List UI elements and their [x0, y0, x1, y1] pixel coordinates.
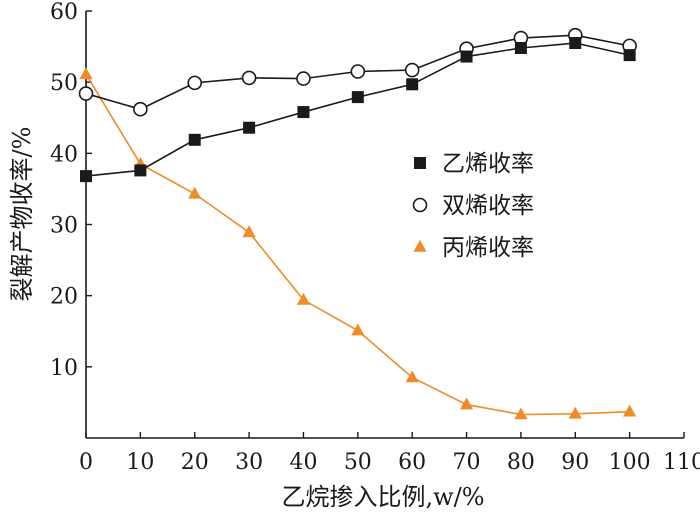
- data-point: [623, 404, 637, 417]
- data-point: [78, 86, 94, 101]
- data-point: [514, 407, 528, 420]
- data-point: [569, 37, 582, 50]
- data-point: [187, 75, 203, 91]
- data-point: [296, 71, 311, 86]
- ticks: 0 10 20 30 40 50 60 70 80 90 100 110 10 20 30 40 50 60: [50, 0, 700, 475]
- data-point: [406, 78, 419, 91]
- x-tick-label: 0: [79, 450, 93, 475]
- series-line: [85, 73, 630, 416]
- data-point: [404, 62, 420, 78]
- legend-label: 双烯收率: [442, 193, 534, 219]
- data-point: [351, 323, 365, 336]
- y-tick-label: 20: [50, 285, 78, 310]
- data-point: [623, 49, 636, 62]
- legend-marker: [414, 157, 426, 169]
- data-point: [134, 164, 147, 177]
- data-point: [241, 70, 257, 86]
- x-tick-label: 40: [289, 450, 317, 475]
- legend-label: 丙烯收率: [442, 235, 534, 261]
- x-tick-label: 20: [181, 450, 209, 475]
- x-tick-label: 10: [126, 450, 154, 475]
- data-point: [80, 170, 92, 183]
- data-point: [405, 370, 419, 383]
- data-point: [79, 67, 93, 80]
- data-point: [350, 64, 366, 79]
- y-tick-label: 10: [50, 356, 78, 381]
- x-axis-title: 乙烷掺入比例,w/%: [281, 483, 484, 511]
- data-point: [188, 133, 201, 146]
- series-0: [80, 37, 636, 183]
- series-2: [79, 67, 637, 420]
- y-tick-label: 30: [50, 214, 78, 239]
- y-tick-label: 60: [50, 0, 78, 25]
- series-layer: [78, 27, 637, 420]
- x-tick-label: 70: [453, 450, 481, 475]
- series-line: [85, 42, 630, 177]
- x-tick-label: 110: [663, 450, 700, 475]
- data-point: [188, 186, 202, 199]
- series-1: [78, 27, 637, 117]
- data-point: [460, 50, 473, 63]
- data-point: [296, 292, 311, 305]
- data-point: [242, 225, 256, 238]
- data-point: [297, 106, 310, 119]
- x-tick-label: 90: [561, 450, 589, 475]
- data-point: [568, 406, 582, 419]
- legend-marker: [413, 239, 427, 252]
- data-point: [133, 101, 148, 117]
- x-tick-label: 100: [609, 450, 651, 475]
- data-point: [514, 42, 527, 55]
- x-tick-label: 80: [507, 450, 535, 475]
- y-axis-title: 裂解产物收率/%: [8, 127, 36, 302]
- y-tick-label: 50: [50, 71, 78, 96]
- x-tick-label: 30: [235, 450, 263, 475]
- x-tick-label: 50: [344, 450, 372, 475]
- legend-marker: [412, 197, 428, 213]
- data-point: [243, 121, 256, 134]
- data-point: [459, 397, 474, 410]
- data-point: [351, 91, 364, 104]
- axes: [85, 11, 684, 439]
- y-tick-label: 40: [50, 142, 78, 167]
- legend-label: 乙烯收率: [442, 151, 534, 177]
- x-tick-label: 60: [398, 450, 426, 475]
